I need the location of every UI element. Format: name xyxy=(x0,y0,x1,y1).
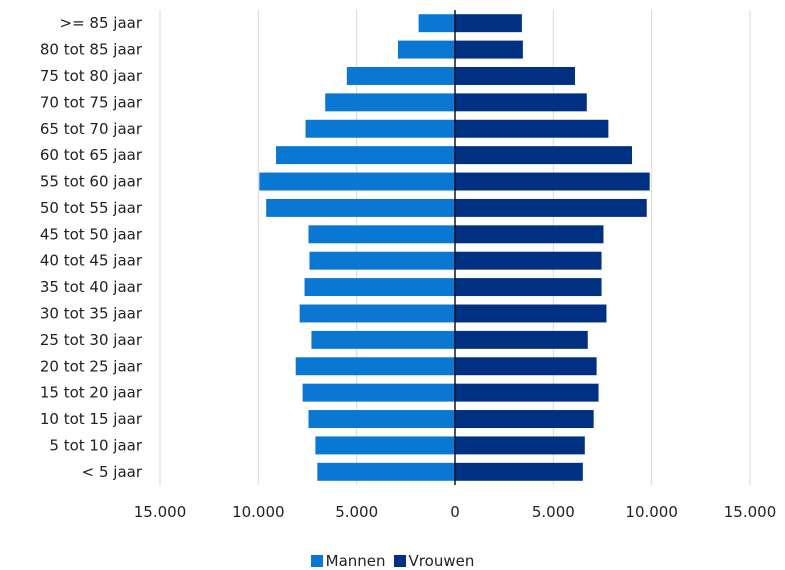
category-label: 25 tot 30 jaar xyxy=(40,331,143,349)
bar-mannen[interactable] xyxy=(397,40,455,59)
bar-mannen[interactable] xyxy=(302,383,455,402)
bar-vrouwen[interactable] xyxy=(455,146,632,165)
bar-mannen[interactable] xyxy=(315,436,455,455)
category-label: 70 tot 75 jaar xyxy=(40,93,143,111)
bar-vrouwen[interactable] xyxy=(455,14,522,33)
bar-mannen[interactable] xyxy=(276,146,455,165)
bar-vrouwen[interactable] xyxy=(455,304,607,323)
category-label: 15 tot 20 jaar xyxy=(40,384,143,402)
legend-swatch-vrouwen xyxy=(393,555,406,567)
bar-mannen[interactable] xyxy=(295,357,455,376)
legend-label-vrouwen: Vrouwen xyxy=(408,552,475,570)
category-label: 80 tot 85 jaar xyxy=(40,41,143,59)
category-label: 35 tot 40 jaar xyxy=(40,278,143,296)
category-label: 65 tot 70 jaar xyxy=(40,120,143,138)
bar-vrouwen[interactable] xyxy=(455,119,609,138)
category-label: >= 85 jaar xyxy=(60,14,143,32)
x-tick-labels: 15.000 10.000 5.000 0 5.000 10.000 15.000 xyxy=(134,503,777,521)
x-tick-label: 5.000 xyxy=(335,503,378,521)
bar-mannen[interactable] xyxy=(418,14,455,33)
category-label: 20 tot 25 jaar xyxy=(40,357,143,375)
bar-mannen[interactable] xyxy=(325,93,455,112)
legend: Mannen Vrouwen xyxy=(0,552,785,570)
legend-swatch-mannen xyxy=(310,555,323,567)
category-label: 50 tot 55 jaar xyxy=(40,199,143,217)
x-tick-label: 10.000 xyxy=(625,503,678,521)
bar-mannen[interactable] xyxy=(304,278,455,297)
bar-vrouwen[interactable] xyxy=(455,436,585,455)
category-label: < 5 jaar xyxy=(82,463,143,481)
category-label: 5 tot 10 jaar xyxy=(49,436,142,454)
x-tick-label: 10.000 xyxy=(232,503,285,521)
bar-mannen[interactable] xyxy=(305,119,455,138)
population-pyramid-chart: >= 85 jaar 80 tot 85 jaar 75 tot 80 jaar 70… xyxy=(40,10,777,521)
x-tick-label: 15.000 xyxy=(134,503,187,521)
bar-mannen[interactable] xyxy=(308,225,455,244)
category-label: 30 tot 35 jaar xyxy=(40,304,143,322)
bar-vrouwen[interactable] xyxy=(455,383,599,402)
category-label: 10 tot 15 jaar xyxy=(40,410,143,428)
bar-vrouwen[interactable] xyxy=(455,67,575,85)
category-label: 40 tot 45 jaar xyxy=(40,252,143,270)
bar-vrouwen[interactable] xyxy=(455,172,650,191)
bar-mannen[interactable] xyxy=(259,172,455,191)
category-label: 75 tot 80 jaar xyxy=(40,67,143,85)
bar-mannen[interactable] xyxy=(346,67,455,85)
category-label: 60 tot 65 jaar xyxy=(40,146,143,164)
bar-vrouwen[interactable] xyxy=(455,330,588,349)
x-tick-label: 5.000 xyxy=(532,503,575,521)
bar-mannen[interactable] xyxy=(308,410,455,428)
bar-vrouwen[interactable] xyxy=(455,93,587,112)
bar-mannen[interactable] xyxy=(266,198,455,217)
bars xyxy=(259,10,650,485)
bar-vrouwen[interactable] xyxy=(455,251,602,270)
category-label: 55 tot 60 jaar xyxy=(40,173,143,191)
bar-vrouwen[interactable] xyxy=(455,410,594,428)
category-label: 45 tot 50 jaar xyxy=(40,225,143,243)
bar-vrouwen[interactable] xyxy=(455,278,602,297)
legend-item-vrouwen[interactable]: Vrouwen xyxy=(393,552,475,570)
legend-label-mannen: Mannen xyxy=(325,552,386,570)
bar-mannen[interactable] xyxy=(299,304,455,323)
bar-mannen[interactable] xyxy=(317,462,455,481)
bar-mannen[interactable] xyxy=(311,330,455,349)
bar-vrouwen[interactable] xyxy=(455,357,597,376)
category-labels: >= 85 jaar 80 tot 85 jaar 75 tot 80 jaar 70… xyxy=(40,14,143,481)
bar-vrouwen[interactable] xyxy=(455,462,583,481)
bar-vrouwen[interactable] xyxy=(455,198,647,217)
legend-item-mannen[interactable]: Mannen xyxy=(310,552,386,570)
bar-vrouwen[interactable] xyxy=(455,40,523,59)
x-tick-label: 0 xyxy=(450,503,460,521)
bar-mannen[interactable] xyxy=(309,251,455,270)
bar-vrouwen[interactable] xyxy=(455,225,604,244)
x-tick-label: 15.000 xyxy=(724,503,777,521)
